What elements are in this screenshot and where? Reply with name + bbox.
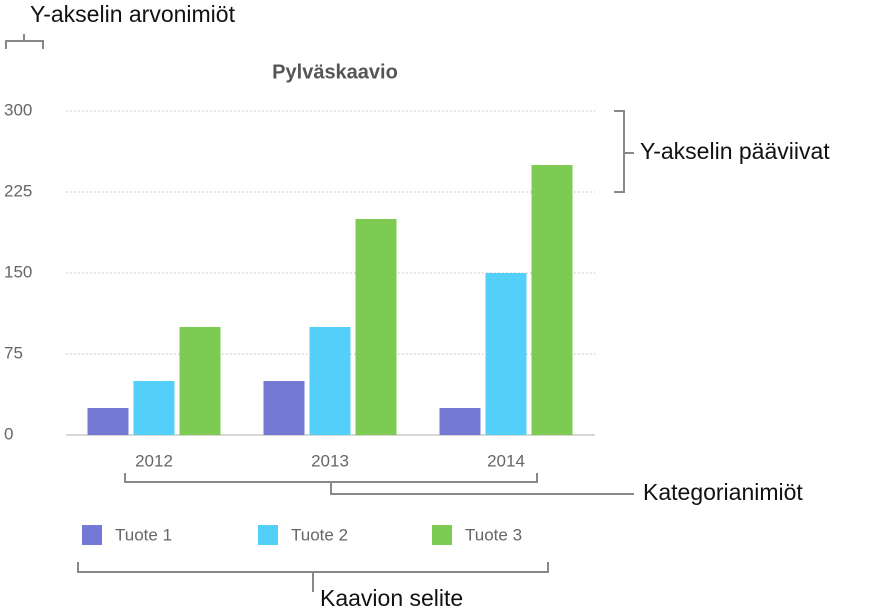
bracket xyxy=(124,473,634,495)
bracket xyxy=(614,110,634,193)
bar xyxy=(355,219,397,435)
legend-label: Tuote 1 xyxy=(115,525,172,544)
x-tick-label: 2013 xyxy=(311,451,349,470)
legend-swatch xyxy=(82,525,102,545)
bar xyxy=(439,408,481,435)
bar xyxy=(179,327,221,435)
legend-label: Tuote 2 xyxy=(291,525,348,544)
x-tick-label: 2014 xyxy=(487,451,525,470)
y-tick-label: 300 xyxy=(4,100,32,119)
bar xyxy=(485,273,527,435)
y-tick-label: 0 xyxy=(4,424,13,443)
bar xyxy=(309,327,351,435)
bar xyxy=(531,165,573,435)
x-tick-label: 2012 xyxy=(135,451,173,470)
annotation: Y-akselin arvonimiöt xyxy=(30,1,236,27)
annotation: Y-akselin pääviivat xyxy=(640,138,830,164)
annotation: Kaavion selite xyxy=(320,585,463,611)
y-tick-label: 225 xyxy=(4,181,32,200)
bar xyxy=(263,381,305,435)
annotation: Kategorianimiöt xyxy=(643,479,803,505)
legend-label: Tuote 3 xyxy=(465,525,522,544)
legend-swatch xyxy=(258,525,278,545)
bar xyxy=(87,408,129,435)
bracket xyxy=(77,562,549,592)
chart-title: Pylväskaavio xyxy=(272,61,398,83)
y-tick-label: 150 xyxy=(4,262,32,281)
bar xyxy=(133,381,175,435)
bracket xyxy=(5,34,44,49)
legend-swatch xyxy=(432,525,452,545)
y-tick-label: 75 xyxy=(4,343,23,362)
